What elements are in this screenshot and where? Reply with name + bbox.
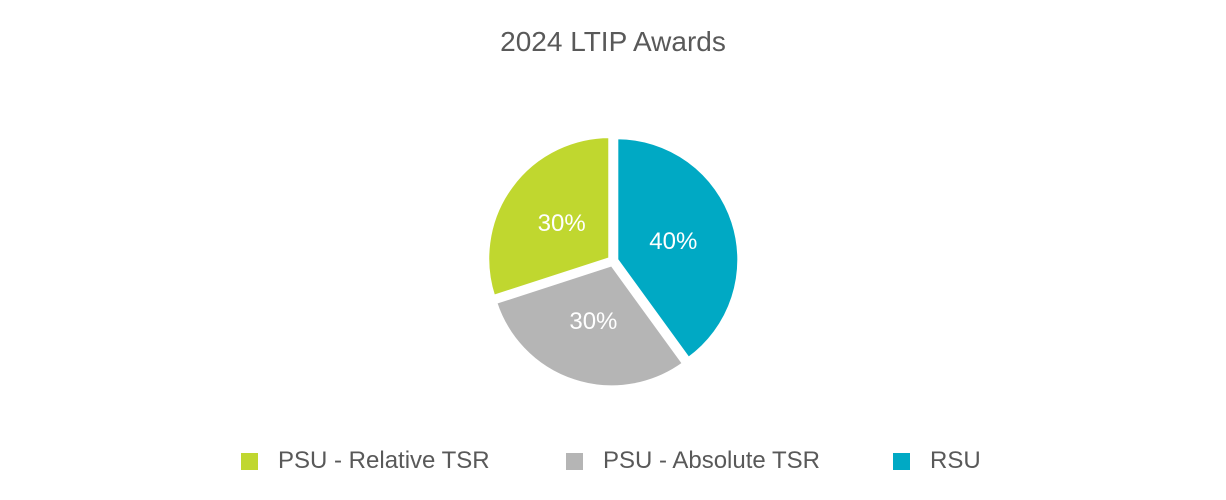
slice-label-psu-absolute-tsr: 30%: [569, 308, 617, 335]
legend: PSU - Relative TSR PSU - Absolute TSR RS…: [0, 444, 1226, 478]
pie-slice-psu-absolute-tsr: [493, 263, 686, 389]
legend-item-psu-absolute-tsr: PSU - Absolute TSR: [566, 444, 820, 478]
slice-label-rsu: 40%: [649, 228, 697, 255]
legend-label-rsu: RSU: [930, 447, 981, 474]
slice-label-psu-relative-tsr: 30%: [538, 210, 586, 237]
legend-item-psu-relative-tsr: PSU - Relative TSR: [241, 444, 490, 478]
pie-chart: 40% 30% 30%: [486, 135, 741, 389]
legend-label-psu-absolute-tsr: PSU - Absolute TSR: [603, 447, 820, 474]
legend-label-psu-relative-tsr: PSU - Relative TSR: [278, 447, 490, 474]
legend-swatch-psu-relative-tsr: [241, 452, 258, 470]
pie-slice-rsu: [615, 136, 741, 361]
chart-title: 2024 LTIP Awards: [500, 26, 726, 57]
legend-swatch-psu-absolute-tsr: [566, 452, 583, 470]
legend-swatch-rsu: [893, 452, 910, 470]
legend-item-rsu: RSU: [893, 444, 981, 478]
pie-slice-psu-relative-tsr: [486, 135, 612, 299]
